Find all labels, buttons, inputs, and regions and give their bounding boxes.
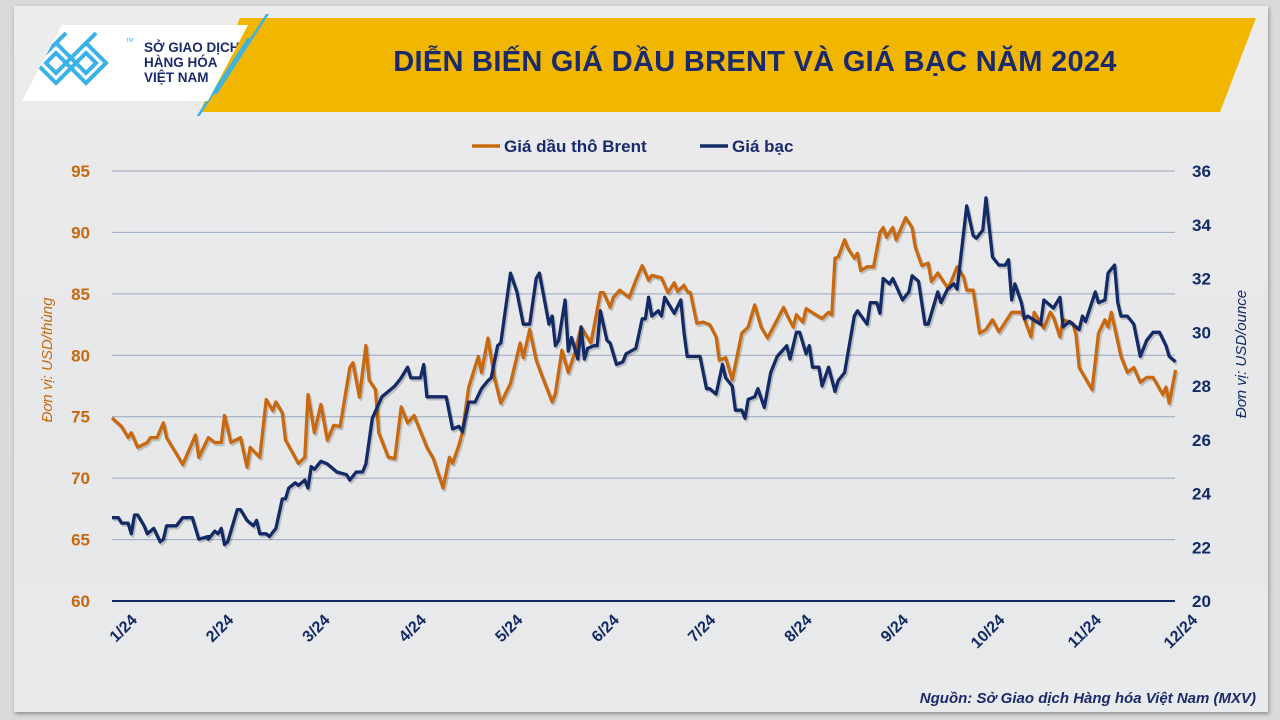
chart-panel [14, 6, 1268, 712]
title-banner [200, 18, 1256, 112]
logo-mark-icon [22, 25, 122, 101]
y-left-tick-label: 65 [71, 531, 90, 550]
y-axis-left-label: Đơn vị: USD/thùng [39, 297, 56, 423]
y-left-tick-label: 85 [71, 285, 90, 304]
logo-text: SỞ GIAO DỊCH HÀNG HÓA VIỆT NAM [144, 40, 240, 85]
y-left-tick-label: 80 [71, 346, 90, 365]
y-right-tick-label: 30 [1192, 323, 1211, 342]
y-axis-right-label: Đơn vị: USD/ounce [1233, 290, 1250, 418]
y-right-tick-label: 28 [1192, 377, 1211, 396]
y-right-tick-label: 24 [1192, 485, 1211, 504]
y-right-tick-label: 26 [1192, 431, 1211, 450]
x-tick-label: 5/24 [492, 612, 526, 646]
y-right-tick-label: 20 [1192, 592, 1211, 611]
y-left-tick-label: 75 [71, 408, 90, 427]
logo: TM SỞ GIAO DỊCH HÀNG HÓA VIỆT NAM [22, 25, 248, 101]
series-line-silver [112, 196, 1177, 547]
x-tick-label: 3/24 [300, 612, 334, 646]
x-tick-label: 9/24 [878, 612, 912, 646]
page-title: DIỄN BIẾN GIÁ DẦU BRENT VÀ GIÁ BẠC NĂM 2… [393, 46, 1117, 78]
x-tick-label: 10/24 [968, 612, 1008, 652]
source-note: Nguồn: Sở Giao dịch Hàng hóa Việt Nam (M… [919, 690, 1256, 707]
x-tick-label: 1/24 [107, 612, 141, 646]
y-right-tick-label: 34 [1192, 216, 1211, 235]
y-left-tick-label: 95 [71, 162, 90, 181]
series-shadow [113, 198, 1179, 549]
x-tick-label: 6/24 [589, 612, 623, 646]
series-line-brent [110, 216, 1178, 490]
legend-label-brent: Giá dầu thô Brent [504, 137, 647, 156]
y-left-tick-label: 60 [71, 592, 90, 611]
y-right-tick-label: 22 [1192, 538, 1211, 557]
y-left-tick-label: 70 [71, 469, 90, 488]
x-tick-label: 12/24 [1161, 612, 1201, 652]
logo-line: SỞ GIAO DỊCH [144, 40, 240, 55]
y-left-tick-label: 90 [71, 223, 90, 242]
y-right-tick-label: 32 [1192, 270, 1211, 289]
logo-line: VIỆT NAM [144, 70, 209, 85]
legend: Giá dầu thô Brent Giá bạc [472, 137, 793, 156]
x-tick-label: 7/24 [685, 612, 719, 646]
x-tick-label: 8/24 [782, 612, 816, 646]
x-tick-label: 11/24 [1065, 612, 1105, 652]
x-tick-label: 4/24 [396, 612, 430, 646]
logo-trademark: TM [126, 38, 134, 44]
legend-label-silver: Giá bạc [732, 137, 793, 156]
x-tick-label: 2/24 [203, 612, 237, 646]
logo-line: HÀNG HÓA [144, 55, 218, 70]
y-right-tick-label: 36 [1192, 162, 1211, 181]
